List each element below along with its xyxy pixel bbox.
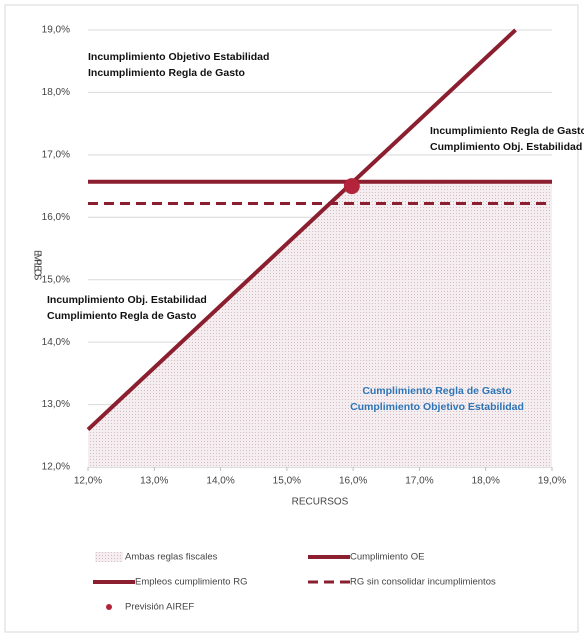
annotation: Cumplimiento Objetivo Estabilidad bbox=[350, 401, 524, 413]
y-tick-label: 15,0% bbox=[42, 274, 70, 285]
annotation: Incumplimiento Obj. Estabilidad bbox=[47, 294, 207, 306]
x-tick-label: 17,0% bbox=[405, 476, 433, 487]
area bbox=[88, 181, 552, 468]
line bbox=[86, 28, 517, 432]
x-tick-label: 12,0% bbox=[74, 476, 102, 487]
y-tick-label: 12,0% bbox=[42, 462, 70, 473]
x-tick-label: 16,0% bbox=[339, 476, 367, 487]
legend-label: Empleos cumplimiento RG bbox=[135, 577, 247, 588]
annotation: Cumplimiento Regla de Gasto bbox=[47, 310, 196, 322]
annotation: Cumplimiento Regla de Gasto bbox=[362, 385, 511, 397]
annotation: Cumplimiento Obj. Estabilidad bbox=[430, 141, 582, 153]
x-tick-label: 15,0% bbox=[273, 476, 301, 487]
frame bbox=[4, 4, 579, 633]
annotation: Incumplimiento Regla de Gasto bbox=[430, 125, 584, 137]
point bbox=[343, 178, 360, 195]
x-axis-label: RECURSOS bbox=[292, 497, 349, 508]
x-tick-label: 14,0% bbox=[206, 476, 234, 487]
y-tick-label: 17,0% bbox=[42, 149, 70, 160]
legend-swatch bbox=[106, 604, 112, 610]
y-tick-label: 18,0% bbox=[42, 87, 70, 98]
y-tick-label: 16,0% bbox=[42, 212, 70, 223]
legend-label: Previsión AIREF bbox=[125, 602, 194, 613]
x-tick-label: 18,0% bbox=[472, 476, 500, 487]
legend-swatch bbox=[95, 552, 123, 562]
annotation: Incumplimiento Objetivo Estabilidad bbox=[88, 51, 269, 63]
x-tick-label: 19,0% bbox=[538, 476, 566, 487]
legend-label: RG sin consolidar incumplimientos bbox=[350, 577, 496, 588]
x-tick-label: 13,0% bbox=[140, 476, 168, 487]
y-tick-label: 14,0% bbox=[42, 337, 70, 348]
y-tick-label: 19,0% bbox=[42, 25, 70, 36]
y-tick-label: 13,0% bbox=[42, 399, 70, 410]
legend-label: Cumplimiento OE bbox=[350, 552, 424, 563]
y-axis-label: EMPLEOS bbox=[31, 250, 42, 281]
legend-label: Ambas reglas fiscales bbox=[125, 552, 218, 563]
annotation: Incumplimiento Regla de Gasto bbox=[88, 67, 245, 79]
